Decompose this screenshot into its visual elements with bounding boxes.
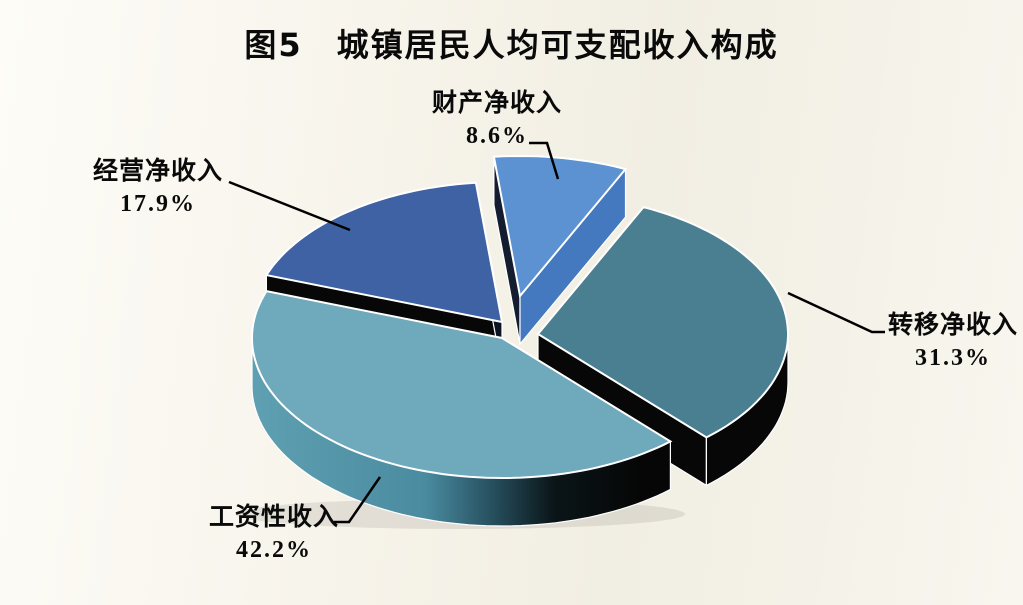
chart-title: 图5 城镇居民人均可支配收入构成 xyxy=(244,26,779,64)
slice-top-face xyxy=(492,154,628,299)
callout-line-transfer-income xyxy=(787,291,885,334)
slice-percent-label: 31.3% xyxy=(914,345,991,371)
callout-line-business-income xyxy=(228,180,351,232)
callout-wage-income: 工资性收入 42.2% xyxy=(209,502,339,564)
slice-name-label: 财产净收入 xyxy=(431,88,563,117)
slice-percent-label: 17.9% xyxy=(119,191,196,217)
callout-line-property-income xyxy=(529,141,560,180)
slice-name-label: 转移净收入 xyxy=(887,310,1019,339)
callout-line-wage-income xyxy=(334,476,382,524)
pie-slice-property-income xyxy=(492,154,628,346)
callout-property-income: 财产净收入 8.6% xyxy=(432,88,562,150)
callout-lines-group xyxy=(228,141,885,524)
slice-name-label: 经营净收入 xyxy=(92,156,224,185)
pie-slice-wage-income xyxy=(250,289,673,527)
slice-name-label: 工资性收入 xyxy=(208,502,340,531)
callout-business-income: 经营净收入 17.9% xyxy=(93,156,223,218)
slice-top-face xyxy=(264,181,504,324)
slice-percent-label: 42.2% xyxy=(235,537,312,563)
callout-transfer-income: 转移净收入 31.3% xyxy=(888,310,1018,372)
slice-top-face xyxy=(250,289,673,480)
slice-percent-label: 8.6% xyxy=(465,123,528,149)
pie-slices-group xyxy=(235,154,789,529)
slice-top-face xyxy=(536,205,789,439)
